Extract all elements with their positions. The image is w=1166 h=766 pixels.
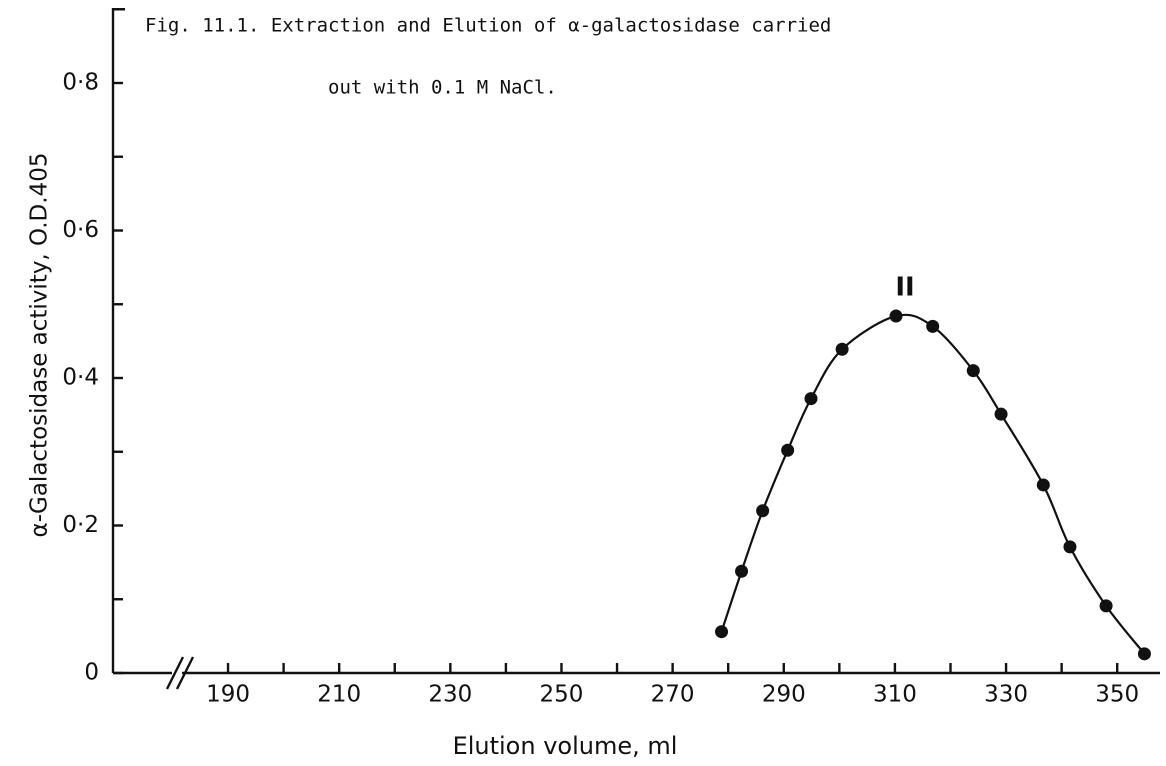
- y-tick-label: 0·6: [62, 217, 99, 243]
- data-point: [756, 504, 770, 518]
- data-point: [889, 309, 903, 323]
- y-axis: [111, 8, 125, 673]
- data-point: [715, 625, 729, 639]
- peak-annotation: II: [895, 273, 914, 303]
- x-tick-label: 350: [1095, 682, 1139, 708]
- x-tick-label: 250: [540, 682, 584, 708]
- data-point: [1137, 647, 1151, 661]
- data-point: [994, 407, 1008, 421]
- data-point: [1063, 540, 1077, 554]
- data-point: [966, 364, 980, 378]
- y-axis-label: α-Galactosidase activity, O.D.405: [27, 153, 53, 538]
- data-point: [781, 443, 795, 457]
- chart-title: out with 0.1 M NaCl.: [328, 77, 557, 99]
- x-tick-label: 310: [873, 682, 917, 708]
- data-point: [835, 342, 849, 356]
- curve: [720, 313, 1146, 655]
- x-axis-label: Elution volume, ml: [453, 732, 678, 760]
- y-tick-label: 0·2: [62, 512, 99, 538]
- y-tick-label: 0·8: [62, 70, 99, 96]
- y-tick-label: 0: [84, 660, 99, 686]
- data-point: [1036, 478, 1050, 492]
- axis-break: [175, 656, 195, 690]
- chart-title: Fig. 11.1. Extraction and Elution of α-g…: [145, 15, 831, 37]
- data-point: [804, 392, 818, 406]
- data-point: [1099, 599, 1113, 613]
- y-tick-label: 0·4: [62, 365, 99, 391]
- x-tick-label: 270: [651, 682, 695, 708]
- x-tick-label: 210: [317, 682, 361, 708]
- x-tick-label: 190: [206, 682, 250, 708]
- x-tick-label: 330: [984, 682, 1028, 708]
- axis-break: [165, 656, 185, 690]
- axis-break-gap: [172, 669, 182, 677]
- data-point: [735, 564, 749, 578]
- data-point: [926, 319, 940, 333]
- x-tick-label: 290: [762, 682, 806, 708]
- x-tick-label: 230: [428, 682, 472, 708]
